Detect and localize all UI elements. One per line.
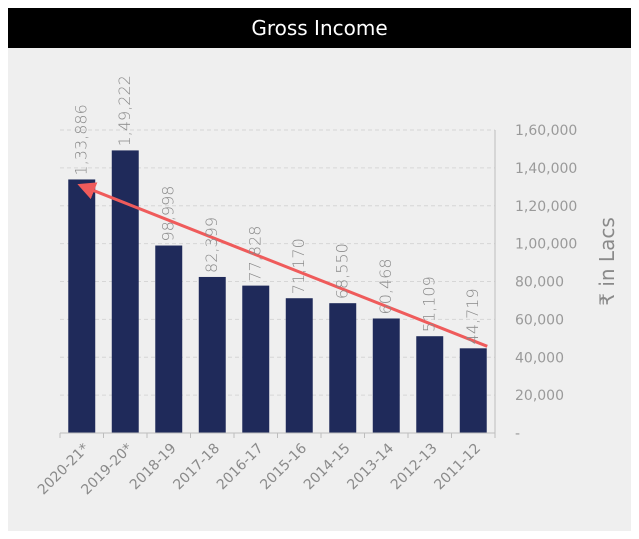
data-label: 51,109	[420, 276, 439, 332]
data-label: 1,49,222	[115, 75, 134, 146]
data-label: 68,550	[333, 243, 352, 299]
trend-arrow	[77, 182, 488, 348]
y-tick-label: 80,000	[515, 275, 564, 291]
y-axis-title: ₹ in Lacs	[595, 217, 619, 306]
data-label: 77,828	[246, 226, 265, 282]
x-tick-label: 2015-16	[257, 440, 310, 493]
data-label: 82,399	[202, 217, 221, 273]
y-tick-label: 1,20,000	[515, 199, 577, 215]
bar	[155, 245, 183, 433]
x-tick-label: 2016-17	[214, 441, 267, 494]
data-label: 71,170	[289, 238, 308, 294]
bar	[372, 318, 400, 433]
y-tick-label: 40,000	[515, 350, 564, 366]
y-tick-label: -	[515, 426, 520, 442]
x-tick-label: 2011-12	[431, 441, 484, 494]
bar	[198, 276, 226, 433]
y-tick-label: 1,00,000	[515, 237, 577, 253]
bar	[459, 348, 487, 433]
x-tick-label: 2018-19	[127, 441, 180, 494]
data-label: 1,33,886	[72, 104, 91, 175]
bar	[329, 303, 357, 433]
x-tick-label: 2013-14	[344, 440, 397, 493]
y-tick-label: 1,60,000	[515, 123, 577, 139]
chart-title: Gross Income	[8, 8, 631, 48]
y-tick-label: 20,000	[515, 388, 564, 404]
bar	[416, 336, 444, 433]
bar	[242, 285, 270, 433]
x-tick-label: 2012-13	[388, 441, 441, 494]
bar	[68, 179, 96, 433]
data-label: 98,998	[159, 186, 178, 242]
y-tick-label: 1,40,000	[515, 161, 577, 177]
bar	[285, 298, 313, 433]
data-label: 60,468	[376, 259, 395, 315]
data-label: 44,719	[463, 288, 482, 344]
x-tick-label: 2014-15	[301, 441, 354, 494]
bar	[111, 150, 139, 434]
y-tick-label: 60,000	[515, 312, 564, 328]
x-tick-label: 2017-18	[170, 441, 223, 494]
